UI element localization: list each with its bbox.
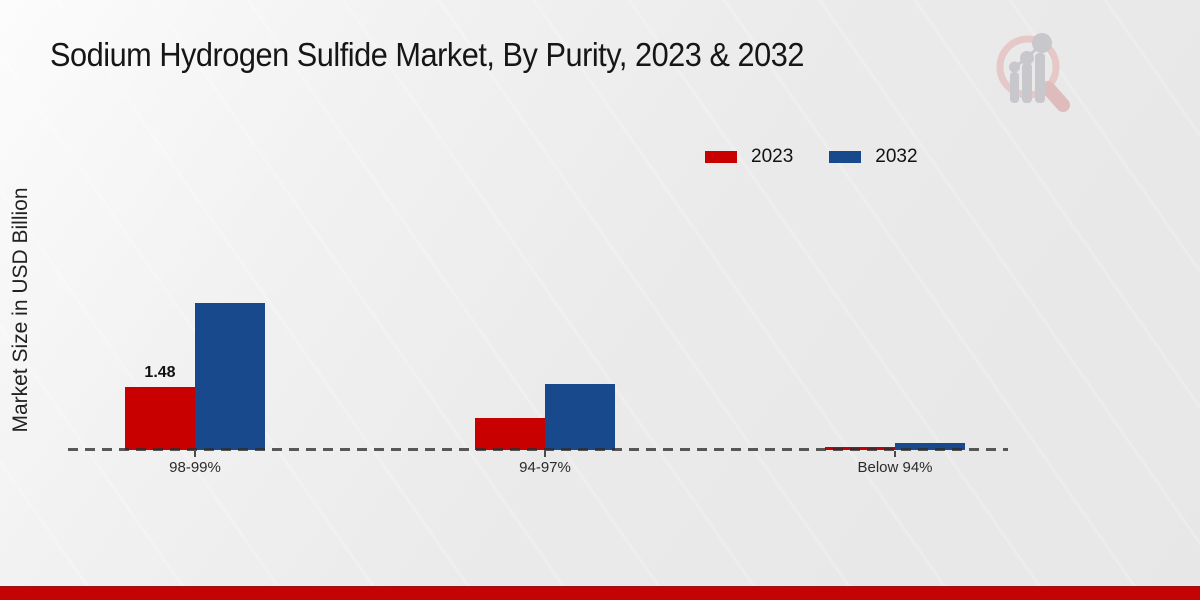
x-axis-tick — [194, 451, 196, 457]
legend-item-2023: 2023 — [705, 146, 793, 168]
footer-accent-bar — [0, 586, 1200, 600]
x-axis-tick — [894, 451, 896, 457]
mrfr-logo-watermark-icon — [996, 33, 1070, 112]
legend-label-2023: 2023 — [751, 146, 794, 167]
x-axis-tick — [544, 451, 546, 457]
x-axis-category-label: Below 94% — [857, 459, 933, 476]
bar-value-label: 1.48 — [144, 364, 176, 381]
zero-baseline — [68, 448, 1008, 451]
legend-swatch-2032 — [829, 151, 862, 163]
bar-2032-Below 94% — [895, 443, 965, 450]
x-axis-category-label: 98-99% — [169, 459, 221, 476]
bar-2023-98-99% — [125, 387, 195, 450]
legend: 2023 2032 — [705, 146, 918, 168]
bar-2023-94-97% — [475, 418, 545, 450]
bar-2032-94-97% — [545, 384, 615, 450]
legend-label-2032: 2032 — [875, 146, 918, 167]
bar-2032-98-99% — [195, 303, 265, 450]
chart-title: Sodium Hydrogen Sulfide Market, By Purit… — [50, 36, 804, 73]
x-axis-category-label: 94-97% — [519, 459, 571, 476]
legend-swatch-2023 — [705, 151, 737, 163]
legend-item-2032: 2032 — [829, 146, 918, 168]
